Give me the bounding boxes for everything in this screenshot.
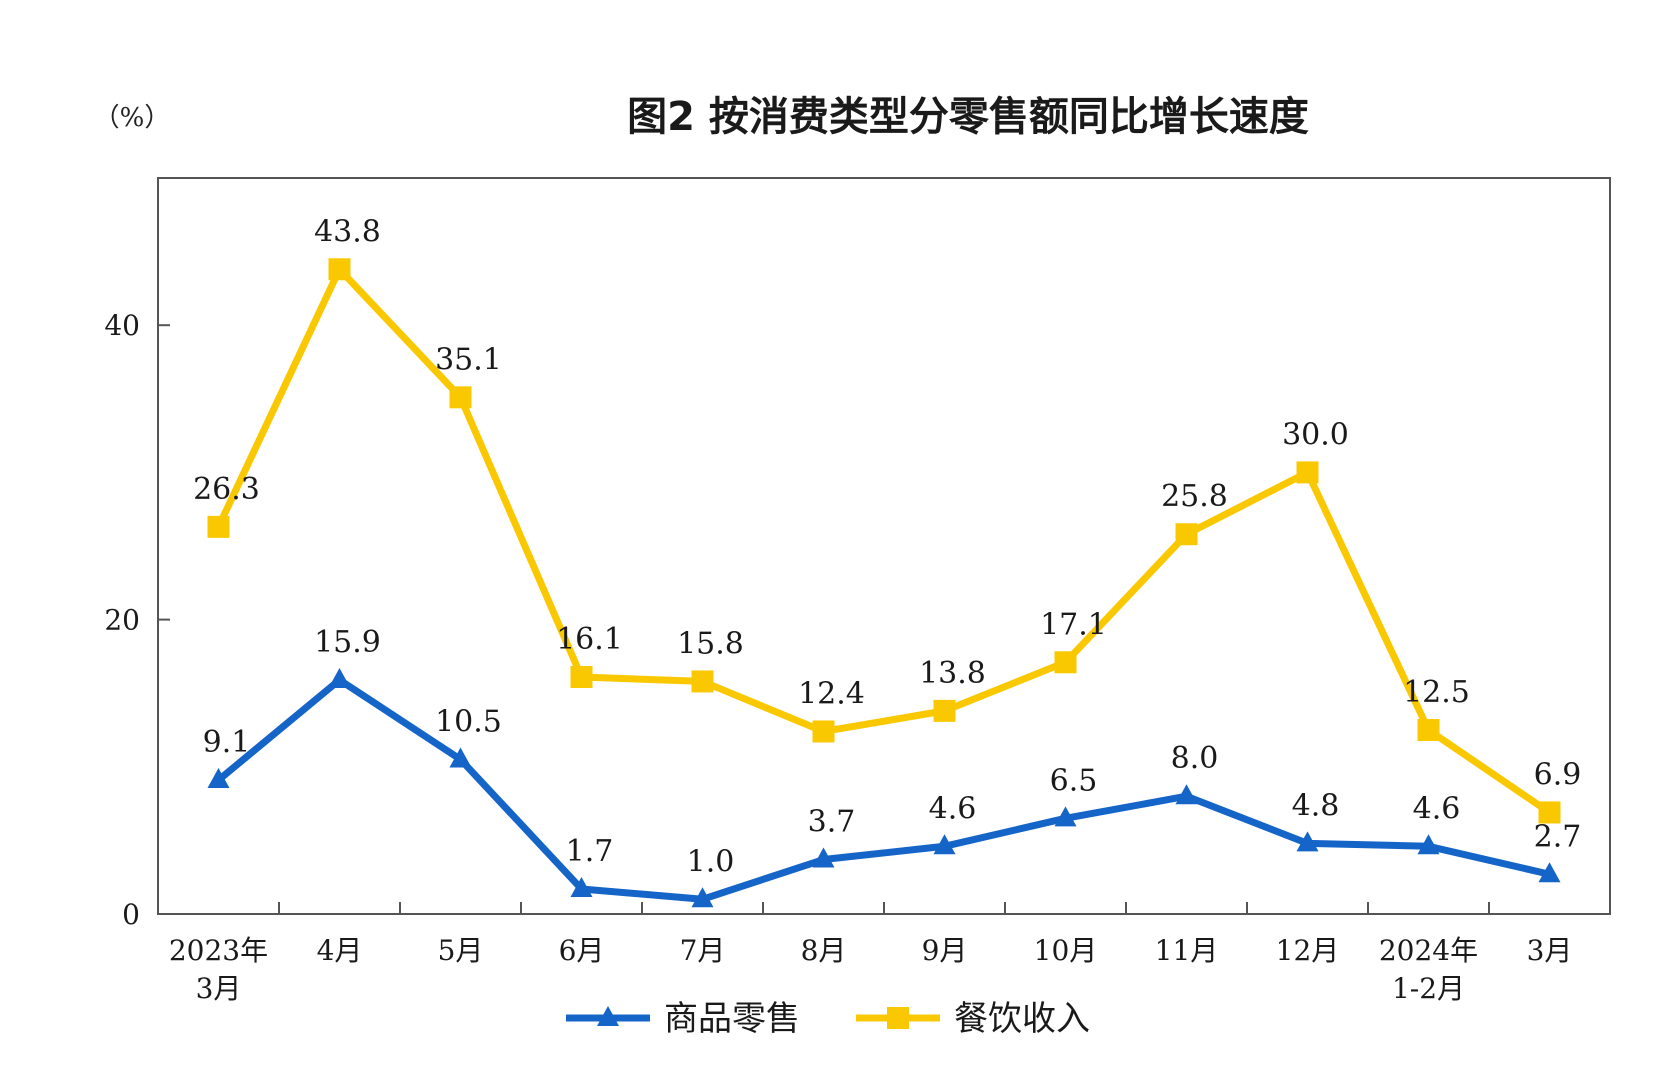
data-label: 16.1 [556,622,623,657]
x-tick-label: 8月 [801,934,847,967]
data-point-marker [570,666,593,689]
data-label: 15.9 [314,625,381,660]
data-point-marker [1175,523,1198,546]
data-label: 25.8 [1161,479,1228,514]
data-label: 3.7 [808,805,856,840]
legend-triangle-marker [597,1006,619,1026]
data-point-marker [449,386,472,409]
data-point-marker [1175,784,1198,805]
legend-square-marker [887,1007,909,1029]
data-point-marker [570,876,593,897]
data-label: 12.4 [798,676,865,711]
x-tick-label: 10月 [1034,934,1098,967]
data-point-marker [1417,834,1440,855]
x-tick-label: 1-2月 [1392,972,1465,1005]
data-point-marker [1296,831,1319,852]
data-label: 43.8 [314,214,381,249]
data-point-marker [207,515,230,538]
data-label: 1.0 [687,844,735,879]
data-label: 10.5 [435,704,502,739]
series-layer [207,258,1561,908]
data-label: 4.8 [1292,788,1340,823]
x-tick-label: 9月 [922,934,968,967]
data-point-marker [328,258,351,281]
legend-label: 餐饮收入 [954,999,1090,1039]
data-point-marker [812,847,835,868]
data-point-marker [691,887,714,908]
x-tick-label: 11月 [1155,934,1219,967]
x-tick-label: 2024年 [1379,934,1478,967]
data-point-marker [1538,801,1561,824]
data-label: 6.5 [1050,763,1098,798]
legend-label: 商品零售 [664,999,800,1039]
x-tick-label: 6月 [559,934,605,967]
data-label: 15.8 [677,626,744,661]
data-point-marker [1054,651,1077,674]
data-label: 12.5 [1403,675,1470,710]
data-label: 30.0 [1282,417,1349,452]
data-label: 9.1 [203,725,251,760]
data-label: 13.8 [919,656,986,691]
data-label: 6.9 [1534,757,1582,792]
data-point-marker [1054,806,1077,827]
data-point-marker [1538,862,1561,883]
x-tick-label: 3月 [1527,934,1573,967]
plot-frame [157,177,1611,915]
chart-title: 图2 按消费类型分零售额同比增长速度 [627,94,1309,140]
series-line-1 [216,676,1551,903]
data-label: 1.7 [566,834,614,869]
series-line-2 [215,265,1552,816]
data-point-marker [1296,461,1319,484]
y-tick-label: 40 [104,309,140,342]
data-label: 17.1 [1040,607,1107,642]
data-label: 4.6 [1413,791,1461,826]
data-point-marker [933,699,956,722]
data-label: 35.1 [435,342,502,377]
data-point-marker [449,747,472,768]
axis-layer: 0 20 40 2023年 3月 4月 5月 6月 7月 8月 9月 10月 11月 12月 2024年 1-… [104,309,1572,1005]
x-tick-label: 4月 [317,934,363,967]
x-tick-label: 7月 [680,934,726,967]
data-point-marker [328,667,351,688]
data-point-marker [812,720,835,743]
y-tick-label: 20 [104,604,140,637]
y-tick-label: 0 [122,898,140,931]
x-tick-label: 2023年 [169,934,268,967]
data-point-marker [207,768,230,789]
data-point-marker [933,834,956,855]
data-label: 26.3 [193,472,260,507]
legend: 商品零售 餐饮收入 [566,999,1090,1039]
data-label: 2.7 [1534,819,1582,854]
x-tick-label: 5月 [438,934,484,967]
y-axis-unit: （%） [94,103,171,133]
data-label: 8.0 [1171,741,1219,776]
data-label-layer: 9.1 15.9 10.5 1.7 1.0 3.7 4.6 6.5 8.0 4.8 4.6 2.7 26… [193,214,1581,879]
data-point-marker [1417,719,1440,741]
data-point-marker [691,670,714,693]
x-tick-label: 3月 [196,972,242,1005]
x-tick-label: 12月 [1276,934,1340,967]
data-label: 4.6 [929,791,977,826]
